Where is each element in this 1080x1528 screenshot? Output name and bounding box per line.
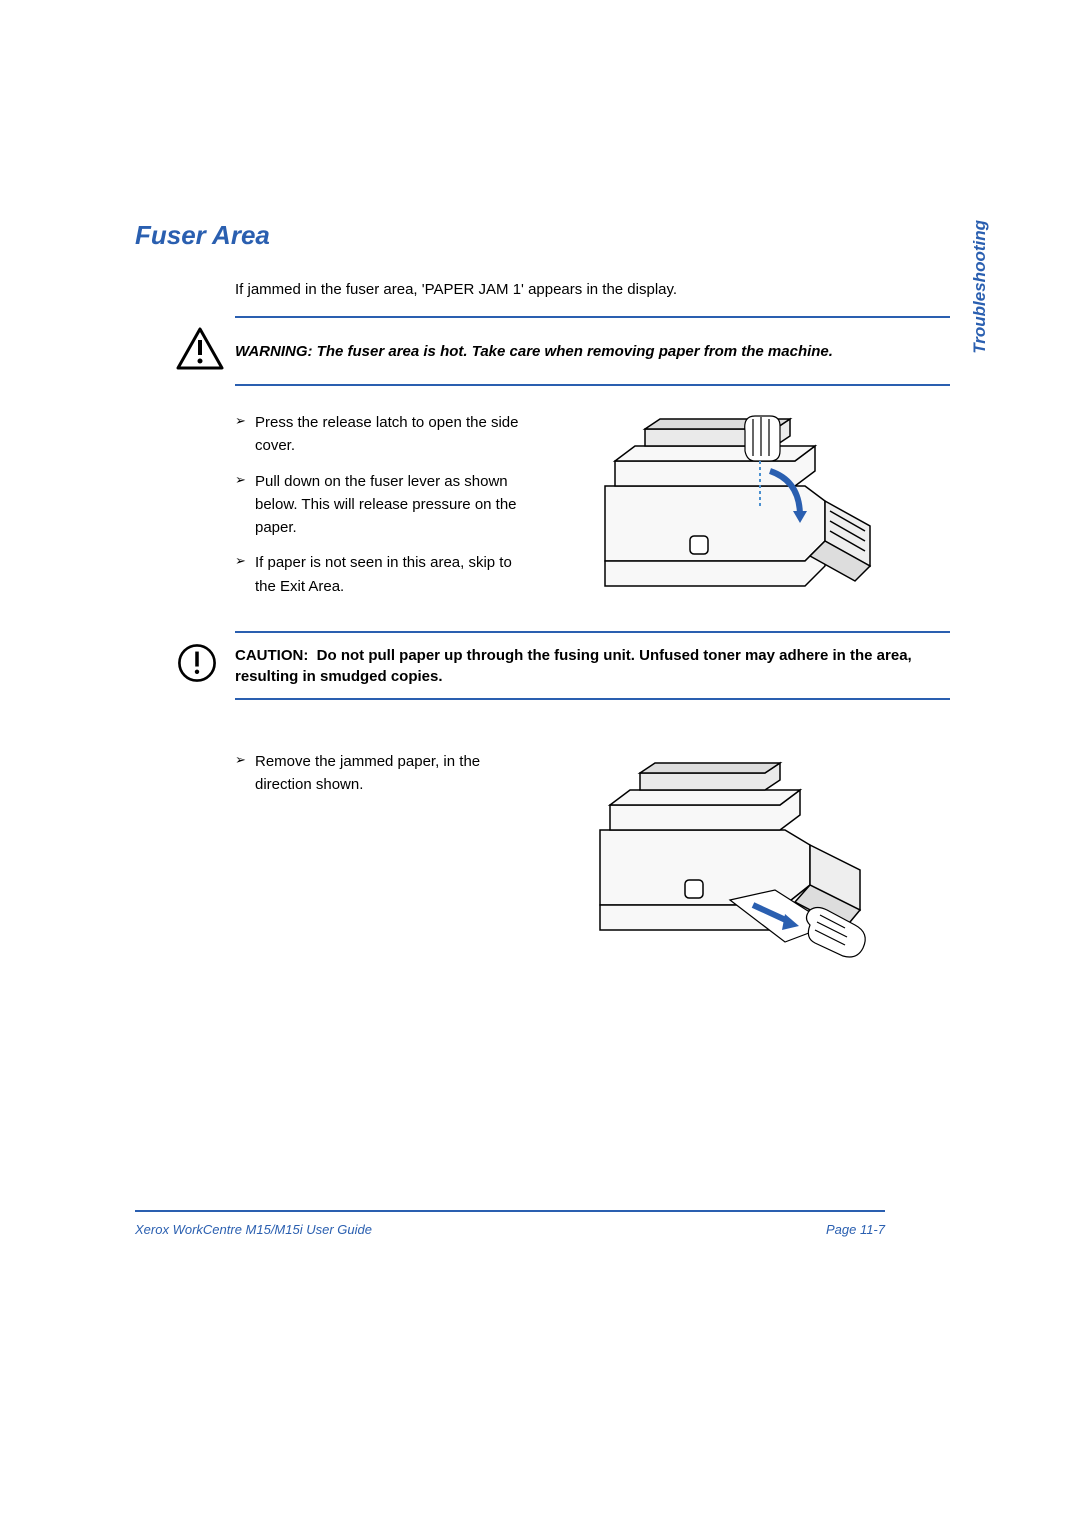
step-list-1: Press the release latch to open the side…	[235, 411, 525, 611]
warning-callout: WARNING: The fuser area is hot. Take car…	[175, 316, 975, 386]
intro-text: If jammed in the fuser area, 'PAPER JAM …	[235, 281, 975, 298]
printer-fuser-lever-illustration	[575, 411, 875, 611]
caution-circle-icon	[175, 641, 225, 690]
page-footer: Xerox WorkCentre M15/M15i User Guide Pag…	[135, 1222, 885, 1237]
step-block-1: Press the release latch to open the side…	[235, 411, 975, 611]
step-item: Press the release latch to open the side…	[235, 411, 525, 458]
footer-guide-title: Xerox WorkCentre M15/M15i User Guide	[135, 1222, 372, 1237]
page-content: Fuser Area If jammed in the fuser area, …	[135, 220, 975, 980]
step-item: If paper is not seen in this area, skip …	[235, 551, 525, 598]
caution-text: CAUTION: Do not pull paper up through th…	[235, 645, 975, 687]
heading-fuser-area: Fuser Area	[135, 220, 975, 251]
printer-remove-paper-illustration	[575, 750, 875, 980]
warning-text: WARNING: The fuser area is hot. Take car…	[235, 341, 833, 362]
caution-callout: CAUTION: Do not pull paper up through th…	[175, 631, 975, 700]
footer-page-number: Page 11-7	[826, 1222, 885, 1237]
step-list-2: Remove the jammed paper, in the directio…	[235, 750, 525, 980]
warning-triangle-icon	[175, 326, 225, 376]
step-item: Remove the jammed paper, in the directio…	[235, 750, 525, 797]
rule	[235, 698, 950, 700]
rule	[235, 384, 950, 386]
step-block-2: Remove the jammed paper, in the directio…	[235, 750, 975, 980]
footer-rule	[135, 1210, 885, 1212]
step-item: Pull down on the fuser lever as shown be…	[235, 470, 525, 540]
